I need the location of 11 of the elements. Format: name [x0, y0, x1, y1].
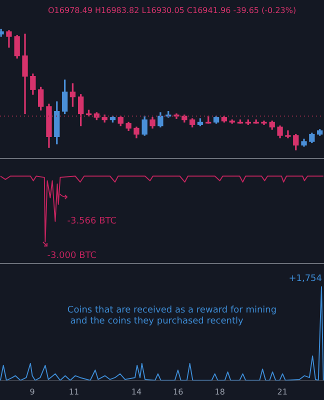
- x-tick-label: 21: [277, 387, 288, 396]
- annotation: -3.566 BTC: [67, 216, 117, 227]
- x-tick-label: 9: [30, 387, 35, 396]
- chart-title: O16978.49 H16983.82 L16930.05 C16941.96 -39.65 (-0.23%): [47, 5, 298, 17]
- annotation: +1,754: [288, 274, 322, 284]
- annotation: Coins that are received as a reward for mining and the coins they purchased recently: [67, 305, 277, 326]
- annotation: -3.000 BTC: [47, 251, 97, 262]
- x-tick-label: 14: [131, 387, 142, 396]
- x-tick-label: 16: [173, 387, 184, 396]
- x-tick-label: 18: [214, 387, 225, 396]
- x-tick-label: 11: [68, 387, 80, 396]
